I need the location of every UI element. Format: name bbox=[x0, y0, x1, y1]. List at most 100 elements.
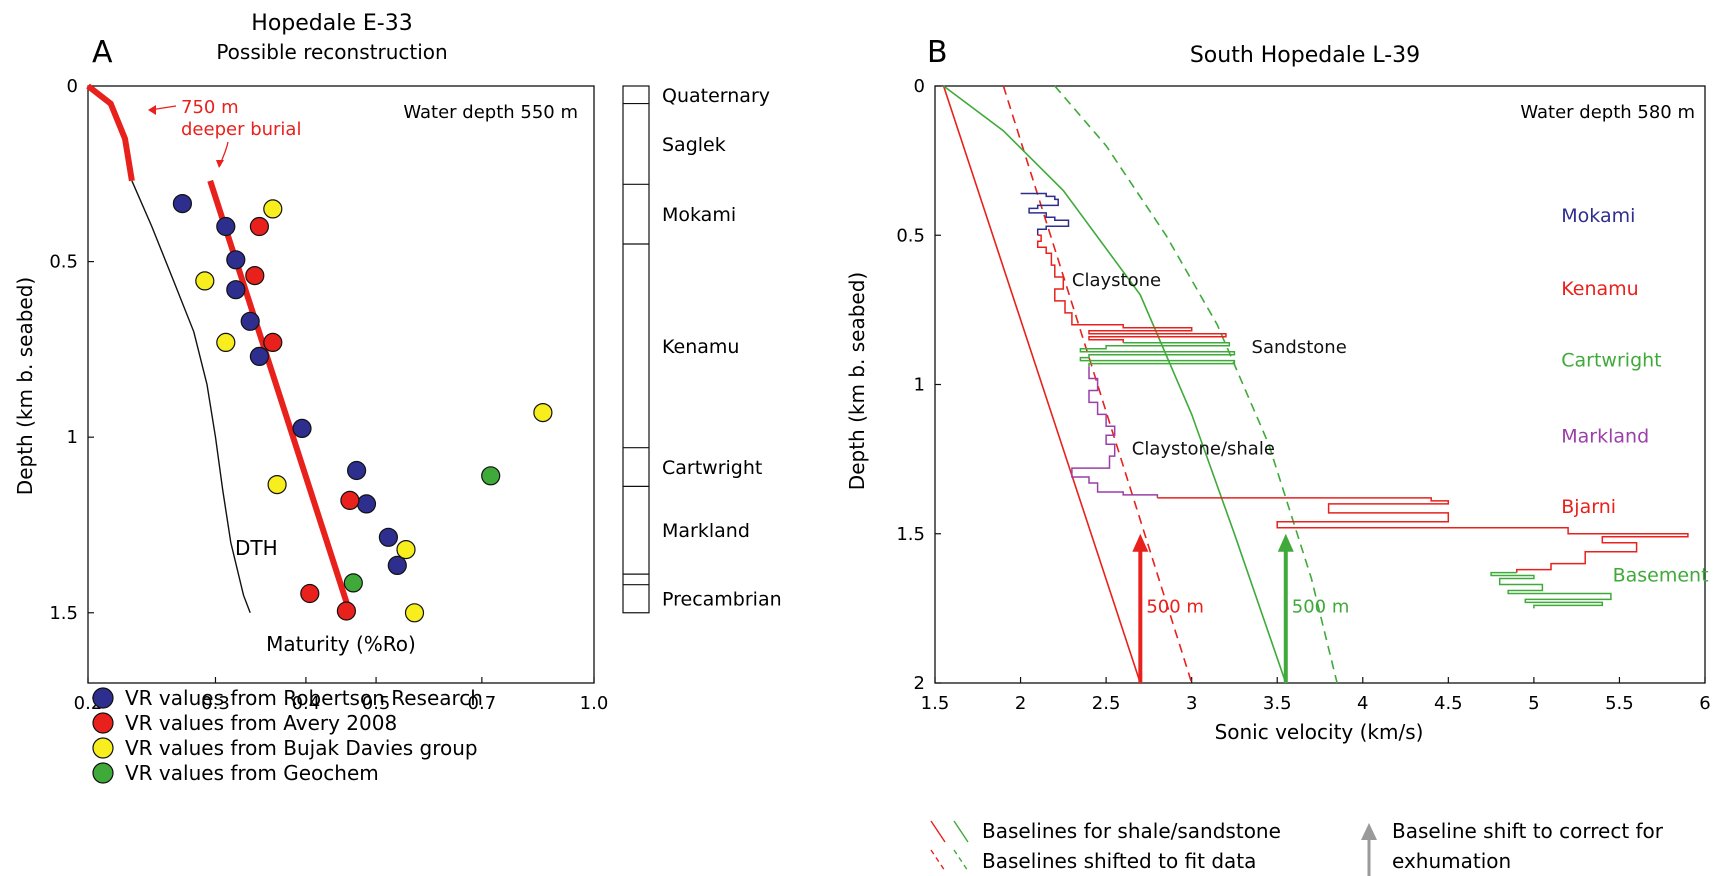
x-tick-label-a: 0.4 bbox=[292, 693, 321, 714]
y-tick-label-b: 0.5 bbox=[896, 225, 925, 246]
legend-shift-label-1: Baseline shift to correct for bbox=[1392, 819, 1664, 843]
x-tick-label-a: 1.0 bbox=[580, 693, 609, 714]
x-tick-label-b: 5.5 bbox=[1605, 693, 1634, 714]
panel-b-ticks: 1.5 2 2.5 3 3.5 4 4.5 5 5.5 600.511.52 bbox=[896, 76, 1710, 714]
vr-point-series-0 bbox=[378, 527, 398, 547]
shift-arrows: 500 m 500 m bbox=[1132, 533, 1350, 683]
panel-b-baselines bbox=[942, 85, 1338, 684]
dth-curve bbox=[131, 180, 251, 614]
panel-a-subtitle: Possible reconstruction bbox=[216, 40, 447, 64]
panel-b-letter: B bbox=[927, 35, 948, 70]
legend-label-2: VR values from Bujak Davies group bbox=[125, 736, 478, 760]
vr-point-series-2 bbox=[533, 403, 553, 423]
legend-marker-1 bbox=[92, 712, 114, 734]
vr-point-series-2 bbox=[267, 475, 287, 495]
baseline-solid-0 bbox=[942, 85, 1142, 684]
burial-arrow-down-head bbox=[216, 160, 224, 168]
legend-shifted-green bbox=[953, 849, 969, 872]
strat-label: Quaternary bbox=[662, 85, 770, 107]
panel-a-ticks: 0.2 0.3 0.4 0.5 0.7 1.000.511.5 bbox=[49, 76, 608, 714]
burial-arrows bbox=[148, 105, 229, 168]
vr-point-series-0 bbox=[216, 216, 236, 237]
panel-a-dth-label: DTH bbox=[235, 536, 278, 560]
panel-a-title: Hopedale E-33 bbox=[251, 11, 412, 36]
legend-shift-arrow bbox=[1361, 823, 1377, 876]
panel-a-burial-annotation-2: deeper burial bbox=[181, 119, 301, 140]
x-tick-label-a: 0.7 bbox=[468, 693, 497, 714]
y-tick-label-b: 0 bbox=[914, 76, 925, 97]
x-tick-label-b: 1.5 bbox=[921, 693, 950, 714]
y-tick-label-b: 1 bbox=[914, 375, 925, 396]
formation-label-5: Basement bbox=[1613, 565, 1709, 587]
y-tick-label-b: 2 bbox=[914, 673, 925, 694]
x-tick-label-b: 4 bbox=[1357, 693, 1368, 714]
formation-label-2: Cartwright bbox=[1561, 350, 1661, 372]
vr-point-series-1 bbox=[263, 332, 283, 352]
y-tick-label-b: 1.5 bbox=[896, 524, 925, 545]
vr-point-series-0 bbox=[226, 280, 246, 300]
shift-arrow-head-0 bbox=[1132, 533, 1149, 552]
panel-a-ylabel: Depth (km b. seabed) bbox=[13, 277, 37, 495]
vr-point-series-0 bbox=[172, 194, 192, 214]
vr-point-series-1 bbox=[249, 216, 269, 237]
panel-b-title: South Hopedale L-39 bbox=[1190, 43, 1420, 68]
strat-label: Saglek bbox=[662, 134, 726, 156]
sonic-log-segment-4 bbox=[1157, 497, 1689, 573]
vr-point-series-0 bbox=[226, 250, 246, 270]
shift-arrow-label-0: 500 m bbox=[1146, 596, 1204, 617]
x-tick-label-b: 6 bbox=[1699, 693, 1710, 714]
reconstruction-line-upper bbox=[86, 83, 135, 182]
vr-point-series-2 bbox=[396, 539, 416, 560]
legend-label-1: VR values from Avery 2008 bbox=[125, 711, 397, 735]
vr-point-series-0 bbox=[292, 418, 312, 438]
formation-label-3: Markland bbox=[1561, 426, 1649, 448]
sonic-log-segment-2 bbox=[1079, 341, 1236, 367]
reconstruction-line-lower bbox=[207, 179, 353, 614]
baseline-solid-2 bbox=[943, 85, 1287, 684]
vr-point-series-2 bbox=[216, 332, 236, 352]
shift-arrow-head-1 bbox=[1277, 533, 1294, 552]
sonic-log-segment-1 bbox=[1036, 234, 1227, 343]
strat-label: Markland bbox=[662, 520, 750, 542]
y-tick-label-a: 0.5 bbox=[49, 252, 78, 273]
legend-shift-arrow-head bbox=[1361, 823, 1377, 840]
vr-point-series-2 bbox=[404, 603, 425, 623]
panel-a-plot-frame bbox=[87, 85, 595, 684]
x-tick-label-b: 2 bbox=[1015, 693, 1026, 714]
vr-point-series-1 bbox=[300, 583, 320, 604]
vr-point-series-0 bbox=[347, 460, 367, 481]
legend-shifted-sample bbox=[930, 849, 969, 872]
lithology-label-0: Claystone bbox=[1072, 270, 1161, 291]
legend-baseline-sample bbox=[930, 820, 969, 843]
panel-a: A Hopedale E-33 Possible reconstruction … bbox=[13, 11, 782, 785]
x-tick-label-a: 0.3 bbox=[201, 693, 230, 714]
panel-a-points bbox=[172, 194, 553, 623]
formation-label-4: Bjarni bbox=[1561, 496, 1616, 518]
legend-baselines-label: Baselines for shale/sandstone bbox=[982, 819, 1281, 843]
x-tick-label-b: 2.5 bbox=[1092, 693, 1121, 714]
panel-a-y-axis-label: Depth (km b. seabed) bbox=[13, 277, 37, 495]
y-tick-label-a: 1 bbox=[67, 427, 78, 448]
vr-point-series-0 bbox=[387, 555, 407, 576]
panel-b-legend: Baselines for shale/sandstone Baselines … bbox=[930, 819, 1664, 876]
x-tick-label-b: 3 bbox=[1186, 693, 1197, 714]
legend-marker-2 bbox=[92, 737, 114, 759]
strat-label: Cartwright bbox=[662, 457, 762, 479]
panel-b-ylabel: Depth (km b. seabed) bbox=[845, 272, 869, 490]
panel-a-letter: A bbox=[92, 35, 113, 70]
baseline-dashed-3 bbox=[1054, 85, 1338, 684]
shift-arrow-label-1: 500 m bbox=[1292, 596, 1350, 617]
stratigraphy-column: Quaternary Saglek Mokami Kenamu Cartwright Ma… bbox=[622, 85, 782, 614]
panel-a-burial-annotation: 750 m bbox=[181, 97, 239, 118]
panel-a-xlabel: Maturity (%Ro) bbox=[266, 632, 416, 656]
vr-point-series-0 bbox=[249, 346, 269, 366]
y-tick-label-a: 1.5 bbox=[49, 603, 78, 624]
formation-label-1: Kenamu bbox=[1561, 278, 1638, 300]
sonic-log-segment-5 bbox=[1490, 571, 1612, 609]
panel-b-water-depth: Water depth 580 m bbox=[1520, 102, 1695, 123]
x-tick-label-b: 3.5 bbox=[1263, 693, 1292, 714]
strat-label: Kenamu bbox=[662, 336, 739, 358]
legend-marker-0 bbox=[92, 687, 114, 709]
